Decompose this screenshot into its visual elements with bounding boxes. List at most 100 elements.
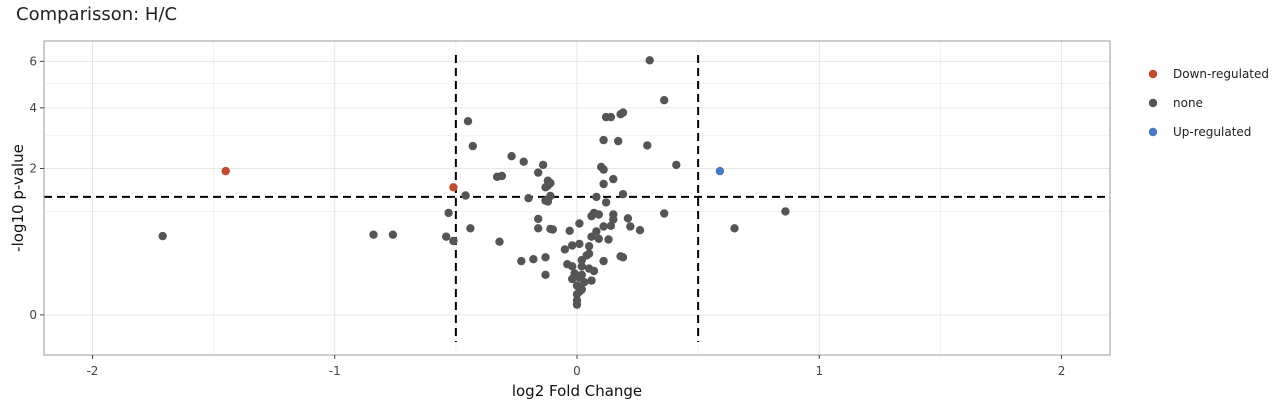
data-point [369, 230, 378, 239]
data-point [592, 227, 601, 236]
data-point [519, 157, 528, 166]
chart-title: Comparisson: H/C [16, 4, 177, 25]
data-point [541, 183, 550, 192]
data-point [568, 241, 577, 250]
data-point [587, 276, 596, 285]
data-point [589, 266, 599, 276]
legend-label: Down-regulated [1173, 67, 1269, 81]
data-point [444, 208, 453, 218]
x-tick-label: 2 [1058, 364, 1066, 378]
data-point [529, 255, 538, 264]
y-axis-title: -log10 p-value [9, 144, 27, 252]
data-point [618, 190, 628, 199]
data-point [468, 141, 477, 151]
data-point [604, 235, 613, 244]
data-point [601, 198, 611, 207]
data-point [606, 112, 616, 122]
legend-label: none [1173, 96, 1203, 110]
data-point [584, 242, 594, 251]
data-point [449, 183, 458, 192]
data-point [466, 224, 475, 233]
x-axis-title: log2 Fold Change [512, 382, 642, 400]
data-point [534, 168, 543, 177]
data-point [618, 253, 628, 262]
data-point [594, 210, 603, 219]
x-tick-label: -2 [86, 364, 98, 378]
data-point [599, 179, 608, 189]
data-point [495, 237, 504, 246]
data-point [541, 253, 550, 262]
data-point [449, 236, 458, 246]
x-tick-label: -1 [329, 364, 341, 378]
data-point [645, 56, 654, 65]
data-point [660, 96, 669, 105]
data-point [572, 290, 582, 299]
data-point [541, 270, 550, 279]
data-point [565, 226, 574, 235]
x-tick-label: 0 [573, 364, 581, 378]
data-point [635, 226, 645, 235]
y-tick-label: 0 [29, 308, 37, 322]
data-point [587, 211, 596, 221]
data-point [560, 245, 570, 254]
data-point [524, 194, 533, 203]
data-point [568, 274, 577, 284]
data-point [538, 160, 548, 170]
data-point [534, 224, 543, 233]
data-point [781, 207, 790, 216]
data-point [614, 136, 623, 146]
data-point [577, 262, 586, 271]
data-point [594, 234, 603, 243]
data-point [158, 231, 167, 241]
legend-marker [1148, 98, 1158, 108]
legend: Down-regulated none Up-regulated [1148, 67, 1269, 139]
grid-lines [44, 41, 1110, 355]
data-point [672, 160, 681, 170]
data-point [599, 222, 608, 231]
data-point [660, 209, 669, 218]
legend-marker [1148, 69, 1158, 79]
data-point [543, 197, 553, 206]
data-point [580, 278, 589, 287]
data-point [715, 166, 725, 176]
data-point [572, 300, 582, 309]
data-point [609, 215, 618, 224]
data-point [592, 192, 601, 202]
y-axis-ticks: 0 2 4 6 [29, 54, 44, 322]
data-point [577, 255, 586, 265]
data-point [568, 262, 577, 271]
data-point [517, 256, 526, 266]
data-point [730, 224, 739, 233]
data-point [575, 239, 584, 249]
data-point [534, 214, 543, 224]
data-point [575, 219, 584, 228]
legend-marker [1148, 127, 1158, 137]
data-point [623, 214, 633, 223]
data-points [158, 56, 790, 309]
x-axis-ticks: -2 -1 0 1 2 [86, 355, 1065, 378]
data-point [221, 166, 230, 176]
y-tick-label: 6 [29, 54, 37, 68]
data-point [616, 110, 625, 119]
threshold-lines [44, 55, 1110, 342]
y-tick-label: 2 [29, 161, 37, 175]
data-point [643, 141, 652, 150]
data-point [492, 172, 502, 181]
data-point [599, 135, 608, 145]
data-point [388, 230, 398, 239]
data-point [463, 117, 473, 126]
data-point [442, 232, 451, 241]
legend-label: Up-regulated [1173, 125, 1251, 139]
data-point [461, 191, 470, 200]
data-point [548, 225, 557, 234]
data-point [609, 174, 618, 184]
data-point [587, 232, 596, 241]
data-point [599, 165, 608, 174]
data-point [599, 256, 608, 266]
data-point [626, 222, 635, 231]
y-tick-label: 4 [29, 101, 37, 115]
x-tick-label: 1 [815, 364, 823, 378]
data-point [507, 152, 516, 161]
data-point [606, 221, 616, 230]
